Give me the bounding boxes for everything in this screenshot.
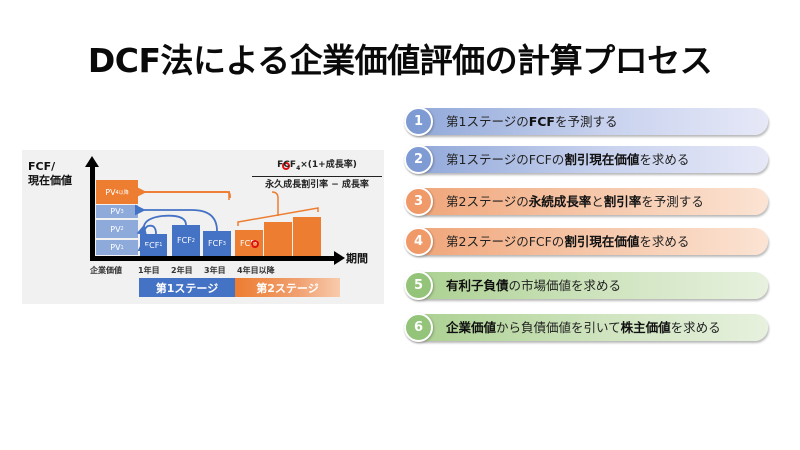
fcf-3-bar: FCF 3 [203, 231, 231, 256]
bar-subscript: 1 [159, 242, 163, 248]
step-text-bold: 割引率 [603, 194, 642, 209]
step-number-badge: 1 [404, 107, 433, 136]
fcf-6-bar [293, 217, 321, 256]
step-number-badge: 2 [404, 145, 433, 174]
fcf-2-bar: FCF 2 [172, 225, 200, 256]
formula-fcf-subscript: 4 [296, 164, 301, 172]
y-axis-label-line2: 現在価値 [28, 174, 72, 187]
step-text: を求める [670, 320, 721, 335]
step-text-bold: 割引現在価値 [564, 234, 640, 249]
terminal-value-formula: FCF4×(1+成長率) 永久成長割引率 − 成長率 [252, 159, 382, 191]
fraction-line [252, 175, 382, 178]
pv-4-onwards-bar: PV 4以降 [96, 180, 138, 204]
step-text-bold: 永続成長率 [528, 194, 592, 209]
step-label: 企業価値から負債価値を引いて株主価値を求める [446, 319, 721, 336]
bar-label: FCF [144, 240, 160, 250]
tick-label-year1: 1年目 [138, 266, 160, 275]
tick-label-year4-onwards: 4年目以降 [237, 266, 275, 275]
bar-label: PV [110, 207, 121, 216]
step-label: 第1ステージのFCFを予測する [446, 113, 618, 130]
step-5: 5 有利子負債の市場価値を求める [404, 271, 768, 300]
y-axis-label: FCF/ 現在価値 [28, 160, 72, 188]
step-text: を求める [639, 234, 690, 249]
tick-label-year2: 2年目 [171, 266, 193, 275]
step-text: 第1ステージの [446, 114, 529, 129]
x-axis-label: 期間 [346, 252, 368, 265]
discount-arrows [135, 186, 319, 252]
x-axis-arrowhead [334, 251, 345, 265]
pv-2-bar: PV 2 [96, 220, 138, 239]
formula-denominator: 永久成長割引率 − 成長率 [265, 180, 369, 191]
x-axis [90, 256, 336, 261]
tick-label-year3: 3年目 [204, 266, 226, 275]
step-6: 6 企業価値から負債価値を引いて株主価値を求める [404, 313, 768, 342]
step-text: の市場価値を求める [508, 278, 622, 293]
pv-1-bar: PV 1 [96, 240, 138, 256]
formula-numerator: FCF4×(1+成長率) [252, 159, 382, 175]
step-text: を予測する [554, 114, 618, 129]
step-text-bold: 株主価値 [620, 320, 671, 335]
annotation-circle-marker [282, 162, 290, 170]
step-3: 3 第2ステージの永続成長率と割引率を予測する [404, 187, 768, 216]
step-text: 第2ステージの [446, 194, 529, 209]
formula-fcf: FCF [277, 160, 297, 170]
step-label: 第2ステージの永続成長率と割引率を予測する [446, 193, 704, 210]
bar-label: PV [105, 187, 116, 197]
step-text: を予測する [641, 194, 704, 209]
step-2: 2 第1ステージのFCFの割引現在価値を求める [404, 145, 768, 174]
bar-label: FCF [177, 236, 192, 245]
bar-label: FCF [208, 239, 223, 248]
formula-growth-term: ×(1+成長率) [300, 160, 357, 170]
step-label: 第2ステージのFCFの割引現在価値を求める [446, 233, 689, 250]
step-text: と [591, 194, 604, 209]
step-text-bold: FCF [528, 114, 555, 129]
step-text: 第2ステージのFCFの [446, 234, 565, 249]
bar-label: FCF [240, 238, 255, 248]
bar-subscript: 2 [191, 237, 195, 244]
bar-subscript: 3 [120, 208, 124, 215]
bar-subscript: 4以降 [115, 189, 129, 196]
step-label: 有利子負債の市場価値を求める [446, 277, 621, 294]
stage-2-label: 第2ステージ [235, 278, 340, 297]
bar-label: PV [110, 224, 121, 234]
fcf-5-bar [264, 222, 292, 256]
stage-1-label: 第1ステージ [139, 278, 235, 297]
y-axis-label-line1: FCF/ [28, 160, 56, 173]
step-text: を求める [639, 152, 690, 167]
step-text: 第1ステージのFCFの [446, 152, 565, 167]
pv-3-bar: PV 3 [96, 205, 138, 219]
bar-subscript: 2 [120, 226, 124, 232]
bar-subscript: 3 [222, 240, 226, 247]
step-label: 第1ステージのFCFの割引現在価値を求める [446, 151, 689, 168]
tick-label-enterprise-value: 企業価値 [90, 266, 122, 275]
dcf-diagram-panel: FCF/ 現在価値 PV 4以降 PV 3 PV 2 PV 1 FCF 1 FCF 2 FC… [22, 150, 384, 304]
step-number-badge: 5 [404, 271, 433, 300]
step-text-bold: 企業価値 [446, 320, 497, 335]
step-text: から負債価値を引いて [496, 320, 621, 335]
step-text-bold: 有利子負債 [446, 278, 509, 293]
step-number-badge: 6 [404, 313, 433, 342]
bar-subscript: 1 [120, 244, 124, 251]
bar-label: PV [110, 243, 121, 252]
y-axis-arrowhead [85, 156, 99, 167]
annotation-circle-marker [251, 240, 259, 248]
step-1: 1 第1ステージのFCFを予測する [404, 107, 768, 136]
page-title: DCF法による企業価値評価の計算プロセス [87, 41, 713, 80]
step-text-bold: 割引現在価値 [564, 152, 640, 167]
step-number-badge: 4 [404, 227, 433, 256]
y-axis [90, 164, 95, 260]
step-number-badge: 3 [404, 187, 433, 216]
step-4: 4 第2ステージのFCFの割引現在価値を求める [404, 227, 768, 256]
